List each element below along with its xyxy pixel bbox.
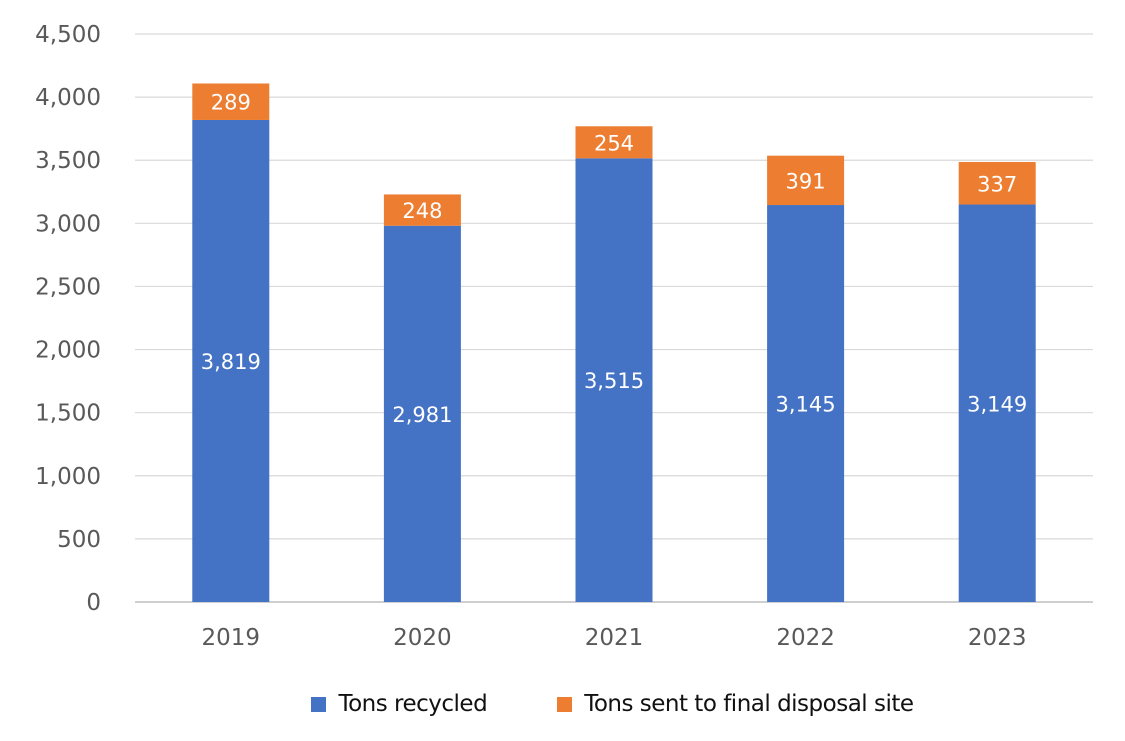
bar-disposal bbox=[958, 161, 1036, 205]
legend: Tons recycled Tons sent to final disposa… bbox=[0, 688, 1125, 720]
legend-swatch-recycled bbox=[311, 696, 327, 712]
y-tick-label: 0 bbox=[86, 590, 101, 616]
x-tick-label: 2023 bbox=[968, 625, 1027, 651]
data-label-disposal: 337 bbox=[977, 172, 1017, 196]
bar-disposal bbox=[192, 83, 270, 120]
x-tick-label: 2020 bbox=[393, 625, 452, 651]
data-label-recycled: 3,149 bbox=[967, 392, 1027, 416]
y-tick-label: 1,500 bbox=[35, 401, 101, 427]
bar-disposal bbox=[575, 126, 653, 159]
data-label-disposal: 248 bbox=[402, 199, 442, 223]
data-label-recycled: 3,515 bbox=[584, 369, 644, 393]
legend-item-recycled: Tons recycled bbox=[311, 691, 488, 717]
data-label-recycled: 3,819 bbox=[201, 350, 261, 374]
y-tick-label: 3,000 bbox=[35, 211, 101, 237]
x-tick-label: 2019 bbox=[202, 625, 261, 651]
y-tick-label: 500 bbox=[57, 527, 101, 553]
bar-recycled bbox=[958, 204, 1036, 602]
y-axis-ticks: 0 500 1,000 1,500 2,000 2,500 3,000 3,500 4,000 4… bbox=[35, 22, 101, 616]
bar-recycled bbox=[192, 119, 270, 602]
data-label-disposal: 289 bbox=[211, 91, 251, 115]
legend-item-disposal: Tons sent to final disposal site bbox=[557, 691, 914, 717]
y-tick-label: 3,500 bbox=[35, 148, 101, 174]
legend-label-disposal: Tons sent to final disposal site bbox=[584, 691, 914, 717]
bar-disposal bbox=[383, 194, 461, 226]
y-tick-label: 1,000 bbox=[35, 464, 101, 490]
bar-recycled bbox=[575, 158, 653, 602]
data-label-disposal: 391 bbox=[786, 169, 826, 193]
y-tick-label: 4,000 bbox=[35, 85, 101, 111]
data-label-recycled: 2,981 bbox=[392, 403, 452, 427]
data-label-disposal: 254 bbox=[594, 131, 634, 155]
legend-label-recycled: Tons recycled bbox=[338, 691, 488, 717]
bar-disposal bbox=[767, 155, 845, 206]
x-tick-label: 2021 bbox=[585, 625, 644, 651]
bar-recycled bbox=[383, 225, 461, 602]
bars bbox=[192, 83, 1036, 602]
y-tick-label: 4,500 bbox=[35, 22, 101, 48]
x-axis-ticks: 2019 2020 2021 2022 2023 bbox=[202, 625, 1027, 651]
legend-swatch-disposal bbox=[557, 696, 573, 712]
data-label-recycled: 3,145 bbox=[776, 393, 836, 417]
bar-recycled bbox=[767, 205, 845, 602]
y-tick-label: 2,500 bbox=[35, 274, 101, 300]
x-tick-label: 2022 bbox=[776, 625, 835, 651]
y-tick-label: 2,000 bbox=[35, 338, 101, 364]
data-labels: 3,819 289 2,981 248 3,515 254 3,145 391 3,149 337 bbox=[201, 91, 1028, 427]
